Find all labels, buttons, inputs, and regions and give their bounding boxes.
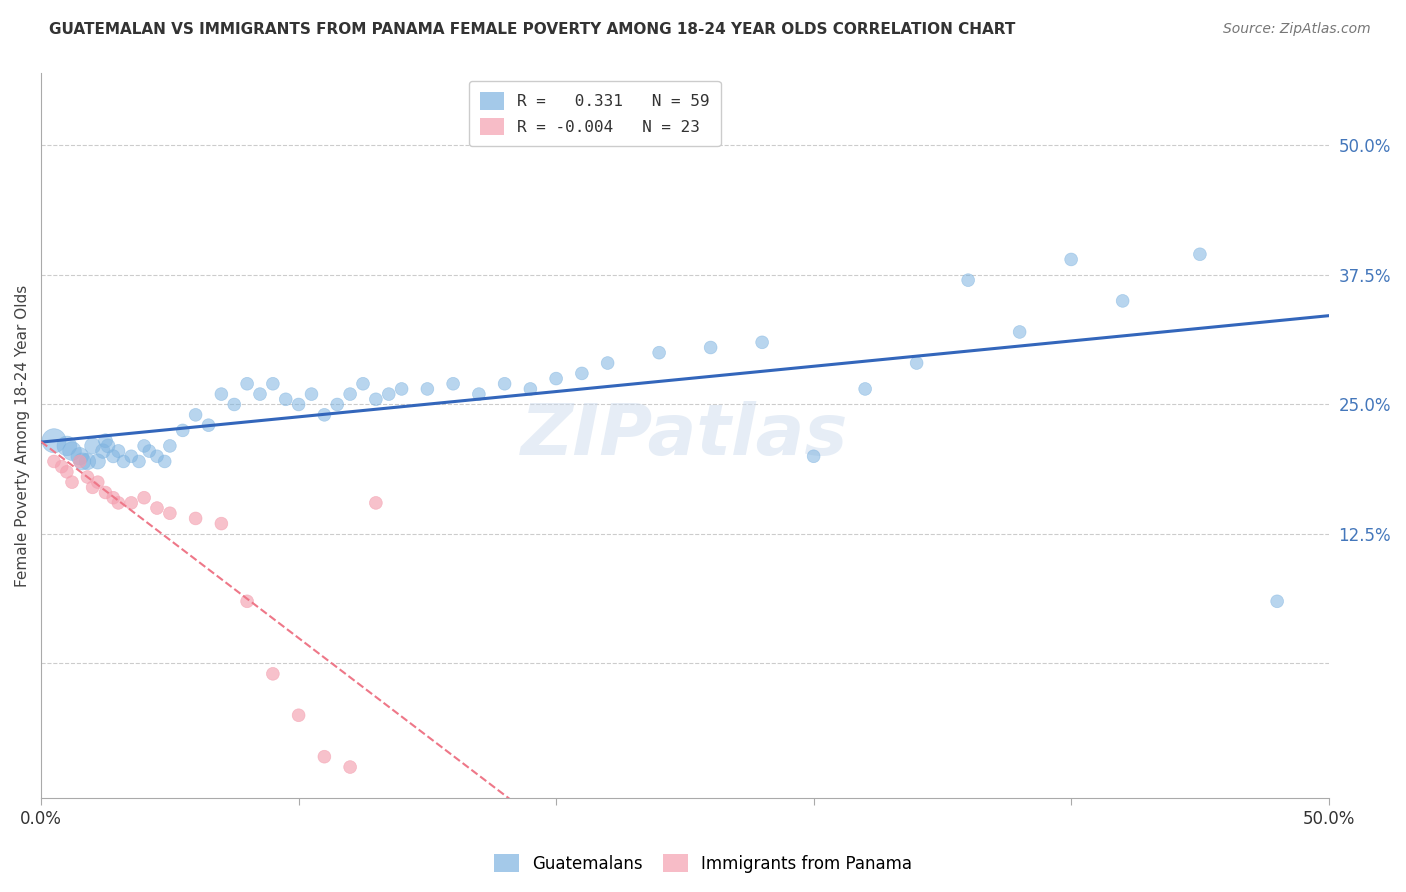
Point	[94, 485, 117, 500]
Point	[60, 444, 83, 458]
Point	[546, 371, 568, 385]
Point	[132, 439, 155, 453]
Point	[339, 760, 361, 774]
Point	[72, 454, 94, 468]
Point	[146, 501, 169, 516]
Point	[274, 392, 297, 407]
Point	[56, 439, 79, 453]
Point	[87, 454, 110, 468]
Point	[262, 376, 284, 391]
Point	[197, 418, 219, 433]
Point	[1060, 252, 1083, 267]
Point	[364, 496, 387, 510]
Point	[236, 594, 259, 608]
Point	[803, 450, 825, 464]
Point	[1008, 325, 1031, 339]
Point	[1111, 293, 1133, 308]
Point	[853, 382, 876, 396]
Point	[60, 475, 83, 490]
Point	[97, 439, 120, 453]
Point	[184, 511, 207, 525]
Point	[209, 387, 232, 401]
Point	[82, 439, 104, 453]
Text: GUATEMALAN VS IMMIGRANTS FROM PANAMA FEMALE POVERTY AMONG 18-24 YEAR OLDS CORREL: GUATEMALAN VS IMMIGRANTS FROM PANAMA FEM…	[49, 22, 1015, 37]
Point	[494, 376, 516, 391]
Point	[391, 382, 413, 396]
Point	[69, 454, 91, 468]
Point	[91, 444, 114, 458]
Y-axis label: Female Poverty Among 18-24 Year Olds: Female Poverty Among 18-24 Year Olds	[15, 285, 30, 587]
Point	[184, 408, 207, 422]
Point	[699, 341, 721, 355]
Point	[301, 387, 323, 401]
Point	[51, 459, 73, 474]
Point	[648, 345, 671, 359]
Point	[468, 387, 491, 401]
Point	[352, 376, 374, 391]
Point	[76, 470, 98, 484]
Point	[132, 491, 155, 505]
Point	[146, 450, 169, 464]
Point	[377, 387, 399, 401]
Point	[957, 273, 980, 287]
Point	[82, 480, 104, 494]
Point	[153, 454, 176, 468]
Point	[905, 356, 928, 370]
Point	[159, 439, 181, 453]
Point	[107, 496, 129, 510]
Point	[249, 387, 271, 401]
Point	[519, 382, 541, 396]
Point	[94, 434, 117, 448]
Point	[287, 397, 309, 411]
Point	[112, 454, 135, 468]
Point	[120, 450, 142, 464]
Point	[76, 454, 98, 468]
Point	[87, 475, 110, 490]
Point	[1265, 594, 1288, 608]
Legend: Guatemalans, Immigrants from Panama: Guatemalans, Immigrants from Panama	[488, 847, 918, 880]
Point	[42, 454, 65, 468]
Point	[314, 408, 336, 422]
Text: ZIPatlas: ZIPatlas	[522, 401, 849, 470]
Point	[56, 465, 79, 479]
Point	[138, 444, 160, 458]
Point	[1188, 247, 1211, 261]
Point	[596, 356, 619, 370]
Point	[326, 397, 349, 411]
Point	[103, 450, 125, 464]
Point	[172, 423, 194, 437]
Point	[224, 397, 246, 411]
Point	[287, 708, 309, 723]
Point	[416, 382, 439, 396]
Point	[339, 387, 361, 401]
Point	[751, 335, 773, 350]
Point	[314, 749, 336, 764]
Point	[107, 444, 129, 458]
Point	[42, 434, 65, 448]
Point	[103, 491, 125, 505]
Point	[364, 392, 387, 407]
Point	[128, 454, 150, 468]
Point	[159, 506, 181, 520]
Text: Source: ZipAtlas.com: Source: ZipAtlas.com	[1223, 22, 1371, 37]
Point	[209, 516, 232, 531]
Point	[236, 376, 259, 391]
Point	[262, 666, 284, 681]
Legend: R =   0.331   N = 59, R = -0.004   N = 23: R = 0.331 N = 59, R = -0.004 N = 23	[470, 81, 720, 146]
Point	[120, 496, 142, 510]
Point	[571, 367, 593, 381]
Point	[441, 376, 464, 391]
Point	[69, 450, 91, 464]
